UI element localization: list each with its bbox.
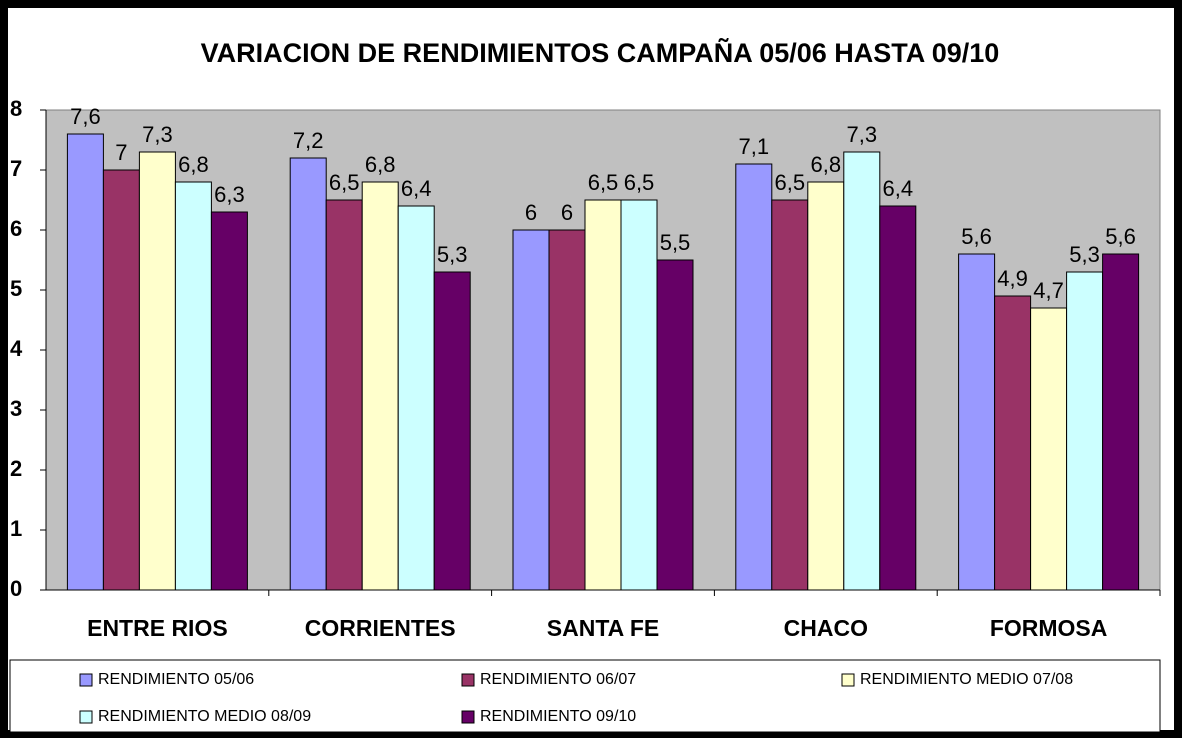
data-label: 6 (525, 200, 537, 225)
data-label: 7,3 (847, 122, 878, 147)
legend-swatch (79, 673, 93, 687)
legend-swatch (841, 673, 855, 687)
data-label: 6,8 (811, 152, 842, 177)
y-tick-label: 7 (10, 156, 22, 181)
data-label: 6,4 (883, 176, 914, 201)
bar (656, 259, 694, 591)
bar (994, 295, 1032, 591)
x-tick-label: FORMOSA (990, 615, 1108, 641)
bar (512, 229, 550, 591)
bar (138, 151, 176, 591)
legend-label: RENDIMIENTO MEDIO 08/09 (98, 708, 311, 725)
y-tick-label: 8 (10, 96, 22, 121)
y-tick-label: 6 (10, 216, 22, 241)
y-tick-label: 3 (10, 396, 22, 421)
data-label: 6,4 (401, 176, 432, 201)
legend-label: RENDIMIENTO 09/10 (480, 708, 636, 725)
bar (958, 253, 996, 591)
data-label: 6,8 (365, 152, 396, 177)
bar (1030, 307, 1068, 591)
bar (620, 199, 658, 591)
bar (1066, 271, 1104, 591)
bar (433, 271, 471, 591)
bar (843, 151, 881, 591)
bar (325, 199, 363, 591)
bar (361, 181, 399, 591)
legend-swatch (461, 673, 475, 687)
data-label: 5,3 (437, 242, 468, 267)
legend-swatch (79, 710, 93, 724)
data-label: 6,5 (775, 170, 806, 195)
data-label: 6,5 (588, 170, 619, 195)
data-label: 6,8 (178, 152, 209, 177)
x-tick-label: CORRIENTES (305, 615, 456, 641)
bar (289, 157, 327, 591)
data-label: 5,5 (660, 230, 691, 255)
bar (879, 205, 917, 591)
y-tick-label: 5 (10, 276, 22, 301)
y-tick-label: 1 (10, 516, 22, 541)
bar (771, 199, 809, 591)
data-label: 6,3 (214, 182, 245, 207)
chart-title: VARIACION DE RENDIMIENTOS CAMPAÑA 05/06 … (201, 37, 1000, 68)
legend-label: RENDIMIENTO 06/07 (480, 671, 636, 688)
bar (102, 169, 140, 591)
bar (807, 181, 845, 591)
bar (584, 199, 622, 591)
y-tick-label: 2 (10, 456, 22, 481)
data-label: 7,1 (739, 134, 770, 159)
data-label: 6,5 (624, 170, 655, 195)
legend-label: RENDIMIENTO MEDIO 07/08 (860, 671, 1073, 688)
data-label: 6 (561, 200, 573, 225)
legend-swatch (461, 710, 475, 724)
data-label: 7,2 (293, 128, 324, 153)
data-label: 4,7 (1033, 278, 1064, 303)
x-tick-label: CHACO (784, 615, 868, 641)
x-tick-label: SANTA FE (547, 615, 659, 641)
data-label: 7,6 (70, 104, 101, 129)
legend-box (9, 659, 1161, 733)
bar (735, 163, 773, 591)
bar (66, 133, 104, 591)
data-label: 5,6 (1105, 224, 1136, 249)
bar (397, 205, 435, 591)
x-tick-label: ENTRE RIOS (87, 615, 228, 641)
bar (174, 181, 212, 591)
bar (210, 211, 248, 591)
data-label: 4,9 (997, 266, 1028, 291)
bar (548, 229, 586, 591)
y-tick-label: 0 (10, 576, 22, 601)
y-tick-label: 4 (10, 336, 23, 361)
data-label: 5,3 (1069, 242, 1100, 267)
legend-label: RENDIMIENTO 05/06 (98, 671, 254, 688)
data-label: 7,3 (142, 122, 173, 147)
bar (1102, 253, 1140, 591)
data-label: 6,5 (329, 170, 360, 195)
data-label: 7 (115, 140, 127, 165)
data-label: 5,6 (961, 224, 992, 249)
